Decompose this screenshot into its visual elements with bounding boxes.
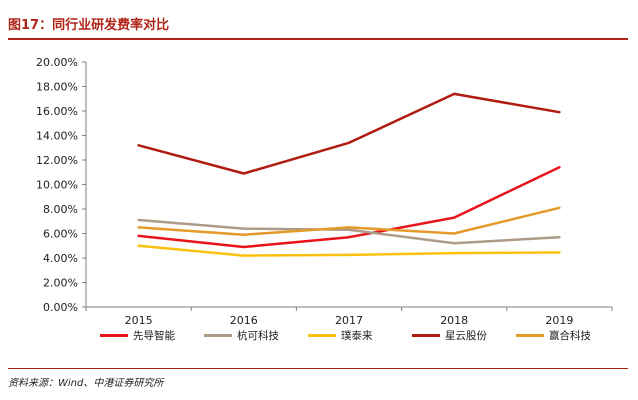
series-line-2 <box>137 218 561 245</box>
y-tick-label: 0.00% <box>43 301 78 314</box>
legend-label: 星云股份 <box>445 329 487 342</box>
y-tick-label: 8.00% <box>43 203 78 216</box>
x-tick-label: 2018 <box>440 314 468 327</box>
x-tick-label: 2016 <box>230 314 258 327</box>
legend-item-5: 赢合科技 <box>516 327 591 343</box>
y-tick-label: 2.00% <box>43 277 78 290</box>
chart-legend: 先导智能 杭可科技 璞泰来 星云股份 赢合科技 <box>100 327 620 343</box>
legend-swatch <box>204 333 232 337</box>
series-line-3 <box>137 244 561 257</box>
legend-item-1: 先导智能 <box>100 327 175 343</box>
legend-swatch <box>308 333 336 337</box>
y-tick-label: 20.00% <box>36 56 78 69</box>
y-tick-label: 4.00% <box>43 252 78 265</box>
legend-label: 先导智能 <box>133 329 175 342</box>
source-divider <box>8 368 628 369</box>
legend-label: 赢合科技 <box>549 329 591 342</box>
legend-item-3: 璞泰来 <box>308 327 373 343</box>
legend-swatch <box>100 333 128 337</box>
x-tick-label: 2019 <box>545 314 573 327</box>
y-tick-label: 10.00% <box>36 179 78 192</box>
x-tick-label: 2017 <box>335 314 363 327</box>
x-tick-label: 2015 <box>125 314 153 327</box>
legend-swatch <box>412 333 440 337</box>
legend-item-2: 杭可科技 <box>204 327 279 343</box>
source-note: 资料来源：Wind、中港证券研究所 <box>8 378 164 389</box>
series-line-5 <box>137 206 561 236</box>
series-line-1 <box>137 166 561 249</box>
legend-item-4: 星云股份 <box>412 327 487 343</box>
legend-label: 杭可科技 <box>237 329 279 342</box>
y-tick-label: 12.00% <box>36 154 78 167</box>
title-divider <box>8 38 628 40</box>
chart-title: 图17：同行业研发费率对比 <box>8 18 170 33</box>
legend-swatch <box>516 333 544 337</box>
y-tick-label: 6.00% <box>43 228 78 241</box>
y-tick-label: 16.00% <box>36 105 78 118</box>
y-tick-label: 18.00% <box>36 81 78 94</box>
y-tick-label: 14.00% <box>36 130 78 143</box>
legend-label: 璞泰来 <box>341 329 373 342</box>
series-line-4 <box>137 92 561 175</box>
